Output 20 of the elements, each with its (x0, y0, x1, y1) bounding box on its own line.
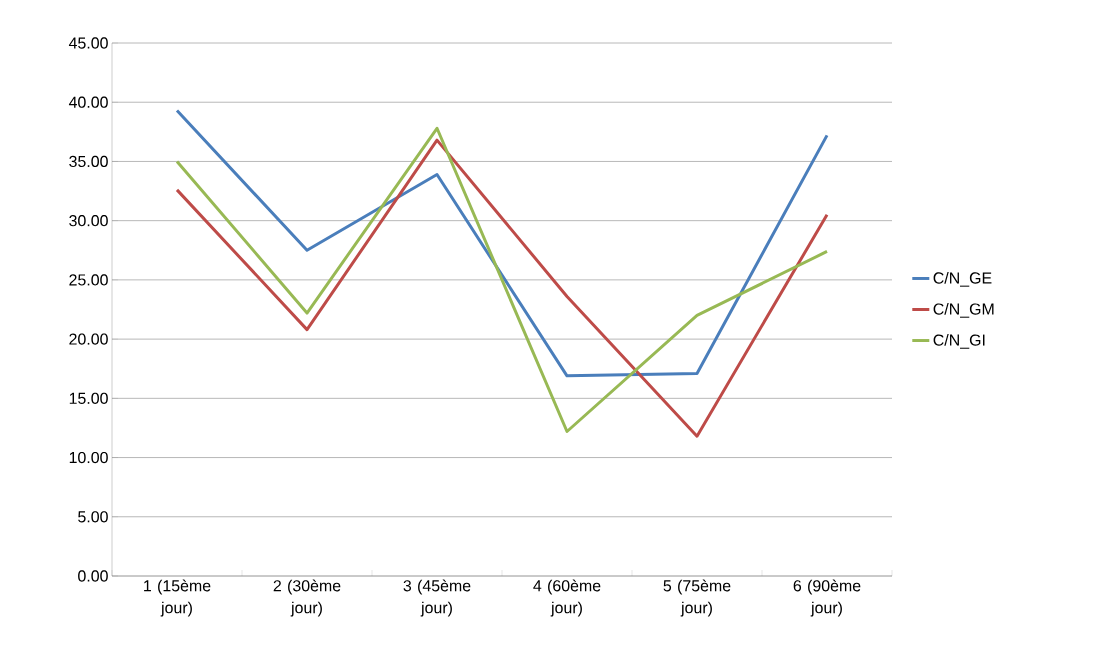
x-tick-label: 2 (30ème jour) (273, 579, 341, 617)
y-tick-label: 30.00 (69, 215, 108, 227)
y-tick-label: 45.00 (68, 37, 108, 49)
y-tick-label: 25.00 (69, 274, 108, 286)
y-tick-label: 10.00 (69, 451, 108, 464)
y-tick-label: 0.00 (78, 570, 108, 582)
y-tick-label: 5.00 (78, 511, 108, 523)
x-tick-label: 1 (15ème jour) (144, 579, 211, 617)
legend-label: C/N_GI (933, 334, 985, 349)
y-tick-label: 35.00 (69, 155, 108, 168)
x-tick-label: 3 (45ème jour) (403, 579, 471, 617)
legend-label: C/N_GM (933, 302, 994, 318)
x-tick-label: 5 (75ème jour) (663, 579, 731, 617)
legend-label: C/N_GE (933, 271, 992, 287)
y-tick-label: 15.00 (69, 392, 108, 404)
y-tick-label: 40.00 (68, 96, 108, 108)
line-series (175, 109, 829, 378)
y-tick-label: 20.00 (69, 333, 108, 345)
x-tick-label: 4 (60ème jour) (533, 579, 601, 617)
x-tick-label: 6 (90ème jour) (793, 579, 861, 617)
